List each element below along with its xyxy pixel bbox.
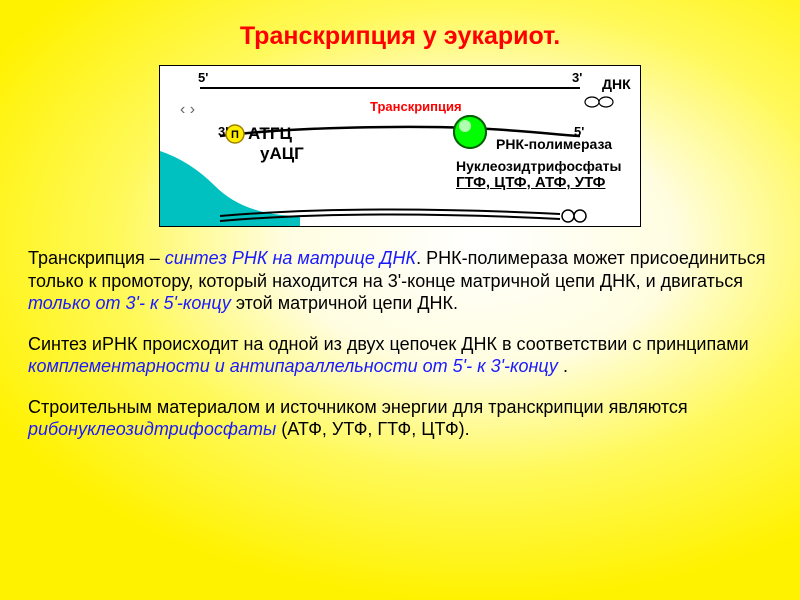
p1-emphasis-1: синтез РНК на матрице ДНК (165, 248, 416, 268)
p1-emphasis-2: только от 3'- к 5'-концу (28, 293, 231, 313)
p3-emphasis: рибонуклеозидтрифосфаты (28, 419, 281, 439)
p3-text: Строительным материалом и источником эне… (28, 397, 688, 417)
dna-end-icon (599, 97, 613, 107)
three-prime-top-label: 3' (572, 70, 582, 85)
body-text: Транскрипция – синтез РНК на матрице ДНК… (28, 247, 772, 441)
p2-text: . (563, 356, 568, 376)
transcription-label: Транскрипция (370, 99, 462, 114)
vesicle-icon (574, 210, 586, 222)
paragraph-2: Синтез иРНК происходит на одной из двух … (28, 333, 772, 378)
rna-polymerase-highlight (459, 120, 471, 132)
five-prime-top-label: 5' (198, 70, 208, 85)
histone-label: П (231, 129, 239, 141)
rna-polymerase-label: РНК-полимераза (496, 136, 612, 152)
p3-text: (АТФ, УТФ, ГТФ, ЦТФ). (281, 419, 469, 439)
p2-emphasis: комплементарности и антипараллельности о… (28, 356, 563, 376)
p2-text: Синтез иРНК происходит на одной из двух … (28, 334, 749, 354)
left-paren-icon: ‹ › (180, 101, 195, 118)
transcription-diagram: ‹ › П 5' 3' Д (159, 65, 641, 227)
paragraph-1: Транскрипция – синтез РНК на матрице ДНК… (28, 247, 772, 315)
atgc-label: АТГЦ (248, 124, 292, 144)
nucleoside-header-label: Нуклеозидтрифосфаты (456, 158, 621, 174)
p1-text: этой матричной цепи ДНК. (231, 293, 458, 313)
slide-title: Транскрипция у эукариот. (28, 22, 772, 51)
vesicle-icon (562, 210, 574, 222)
uacg-label: уАЦГ (260, 144, 304, 164)
paragraph-3: Строительным материалом и источником эне… (28, 396, 772, 441)
three-prime-bottom-label: 3' (218, 124, 228, 139)
dna-label: ДНК (602, 76, 631, 92)
dna-end-icon (585, 97, 599, 107)
nucleosides-list-label: ГТФ, ЦТФ, АТФ, УТФ (456, 174, 605, 191)
p1-text: Транскрипция – (28, 248, 165, 268)
slide: Транскрипция у эукариот. ‹ › П (0, 0, 800, 600)
